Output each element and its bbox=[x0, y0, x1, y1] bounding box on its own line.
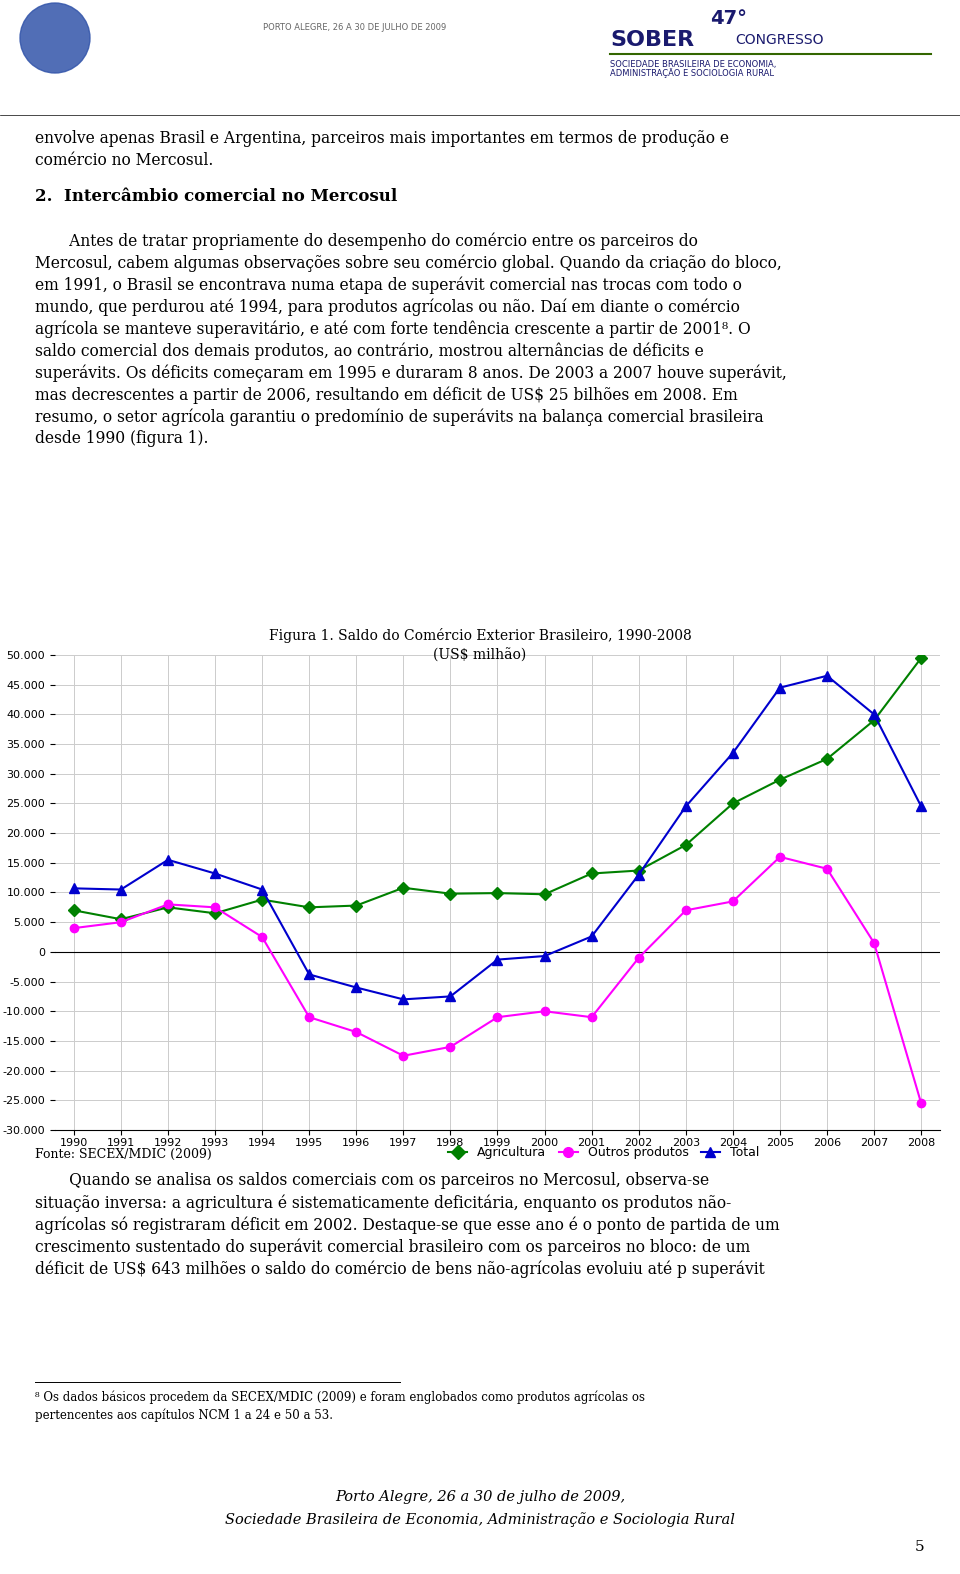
Text: Porto Alegre, 26 a 30 de julho de 2009,: Porto Alegre, 26 a 30 de julho de 2009, bbox=[335, 1491, 625, 1505]
Ellipse shape bbox=[20, 3, 90, 72]
Text: mas decrescentes a partir de 2006, resultando em déficit de US$ 25 bilhões em 20: mas decrescentes a partir de 2006, resul… bbox=[35, 386, 737, 403]
Text: PORTO ALEGRE, 26 A 30 DE JULHO DE 2009: PORTO ALEGRE, 26 A 30 DE JULHO DE 2009 bbox=[263, 24, 446, 33]
Text: pertencentes aos capítulos NCM 1 a 24 e 50 a 53.: pertencentes aos capítulos NCM 1 a 24 e … bbox=[35, 1409, 333, 1421]
Text: 5: 5 bbox=[915, 1539, 924, 1554]
Text: Fonte: SECEX/MDIC (2009): Fonte: SECEX/MDIC (2009) bbox=[35, 1147, 212, 1162]
Text: agrícolas só registraram déficit em 2002. Destaque-se que esse ano é o ponto de : agrícolas só registraram déficit em 2002… bbox=[35, 1217, 780, 1234]
Text: Sociedade Brasileira de Economia, Administração e Sociologia Rural: Sociedade Brasileira de Economia, Admini… bbox=[225, 1513, 735, 1527]
Text: Quando se analisa os saldos comerciais com os parceiros no Mercosul, observa-se: Quando se analisa os saldos comerciais c… bbox=[35, 1173, 709, 1188]
Text: comércio no Mercosul.: comércio no Mercosul. bbox=[35, 153, 213, 168]
Text: déficit de US$ 643 milhões o saldo do comércio de bens não-agrícolas evoluiu até: déficit de US$ 643 milhões o saldo do co… bbox=[35, 1261, 765, 1278]
Text: ⁸ Os dados básicos procedem da SECEX/MDIC (2009) e foram englobados como produto: ⁸ Os dados básicos procedem da SECEX/MDI… bbox=[35, 1390, 645, 1404]
Text: mundo, que perdurou até 1994, para produtos agrícolas ou não. Daí em diante o co: mundo, que perdurou até 1994, para produ… bbox=[35, 297, 740, 315]
Text: situação inversa: a agricultura é sistematicamente deficitária, enquanto os prod: situação inversa: a agricultura é sistem… bbox=[35, 1195, 732, 1212]
Text: envolve apenas Brasil e Argentina, parceiros mais importantes em termos de produ: envolve apenas Brasil e Argentina, parce… bbox=[35, 131, 729, 146]
Text: 2.  Intercâmbio comercial no Mercosul: 2. Intercâmbio comercial no Mercosul bbox=[35, 187, 397, 205]
Text: SOBER: SOBER bbox=[610, 30, 694, 50]
Text: DESENVOLVIMENTO RURAL E SISTEMAS AGROALIMENTARES: OS AGRONEGÓCIOS NO CONTEXTO DE: DESENVOLVIMENTO RURAL E SISTEMAS AGROALI… bbox=[184, 91, 776, 102]
Text: crescimento sustentado do superávit comercial brasileiro com os parceiros no blo: crescimento sustentado do superávit come… bbox=[35, 1239, 751, 1256]
Text: superávits. Os déficits começaram em 1995 e duraram 8 anos. De 2003 a 2007 houve: superávits. Os déficits começaram em 199… bbox=[35, 364, 787, 381]
Text: em 1991, o Brasil se encontrava numa etapa de superávit comercial nas trocas com: em 1991, o Brasil se encontrava numa eta… bbox=[35, 275, 742, 293]
Text: resumo, o setor agrícola garantiu o predomínio de superávits na balança comercia: resumo, o setor agrícola garantiu o pred… bbox=[35, 408, 763, 425]
Text: agrícola se manteve superavitário, e até com forte tendência crescente a partir : agrícola se manteve superavitário, e até… bbox=[35, 320, 751, 337]
Text: saldo comercial dos demais produtos, ao contrário, mostrou alternâncias de défic: saldo comercial dos demais produtos, ao … bbox=[35, 342, 704, 359]
Text: CONGRESSO: CONGRESSO bbox=[735, 33, 824, 47]
Text: Antes de tratar propriamente do desempenho do comércio entre os parceiros do: Antes de tratar propriamente do desempen… bbox=[35, 231, 698, 250]
Text: (US$ milhão): (US$ milhão) bbox=[433, 648, 527, 663]
Text: 47°: 47° bbox=[710, 8, 747, 27]
Text: Figura 1. Saldo do Comércio Exterior Brasileiro, 1990-2008: Figura 1. Saldo do Comércio Exterior Bra… bbox=[269, 628, 691, 644]
Legend: Agricultura, Outros produtos, Total: Agricultura, Outros produtos, Total bbox=[444, 1141, 764, 1165]
Text: SOCIEDADE BRASILEIRA DE ECONOMIA,: SOCIEDADE BRASILEIRA DE ECONOMIA, bbox=[610, 60, 777, 69]
Text: ADMINISTRAÇÃO E SOCIOLOGIA RURAL: ADMINISTRAÇÃO E SOCIOLOGIA RURAL bbox=[610, 68, 774, 79]
Text: Mercosul, cabem algumas observações sobre seu comércio global. Quando da criação: Mercosul, cabem algumas observações sobr… bbox=[35, 253, 781, 271]
Text: desde 1990 (figura 1).: desde 1990 (figura 1). bbox=[35, 430, 208, 447]
